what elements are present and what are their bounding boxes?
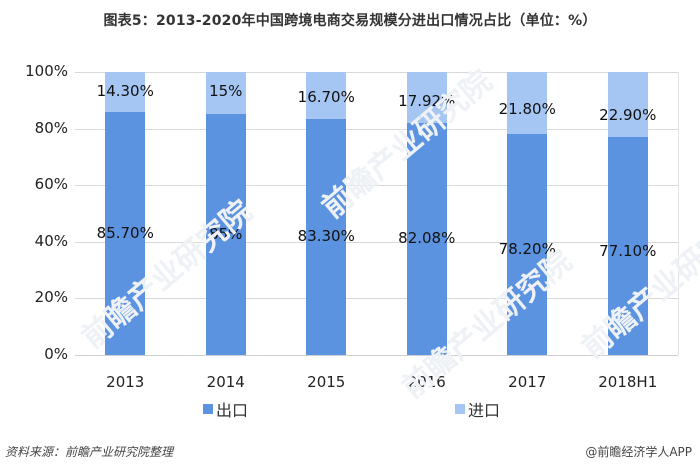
chart-title: 图表5：2013-2020年中国跨境电商交易规模分进出口情况占比（单位：%） <box>103 13 597 29</box>
y-tick-label: 60% <box>34 175 68 194</box>
y-tick-label: 100% <box>25 62 68 80</box>
data-label-export: 82.08% <box>398 228 456 247</box>
bar-segment-export <box>406 122 447 355</box>
y-tick-label: 20% <box>34 288 68 307</box>
bar-2017 <box>507 72 548 355</box>
data-label-export: 77.10% <box>599 241 657 260</box>
data-label-import: 17.92% <box>398 92 456 110</box>
bar-2015 <box>306 72 347 355</box>
bar-2014 <box>205 72 246 355</box>
bar-segment-import <box>205 72 246 115</box>
data-label-export: 85% <box>209 224 243 243</box>
bar-segment-import <box>507 72 548 134</box>
legend-swatch-export <box>203 404 213 414</box>
gridline <box>75 185 678 187</box>
bar-segment-import <box>406 72 447 123</box>
y-tick-label: 0% <box>44 345 68 363</box>
plot-area: 85.70% 14.30% 85% 15% 83.30% 16.70% 82.08% 17.9… <box>75 72 679 356</box>
data-label-import: 16.70% <box>297 88 355 106</box>
data-label-import: 14.30% <box>96 82 154 100</box>
x-tick-label: 2013 <box>106 373 145 391</box>
bar-2016 <box>406 72 447 355</box>
gridline <box>75 298 678 300</box>
legend-swatch-import <box>455 404 465 414</box>
x-tick-label: 2018H1 <box>598 373 658 391</box>
y-tick-label: 80% <box>34 118 68 137</box>
y-tick-label: 40% <box>34 231 68 250</box>
bar-segment-import <box>607 72 648 137</box>
bar-2013 <box>105 72 146 355</box>
gridline <box>75 128 678 130</box>
bar-segment-export <box>105 112 146 355</box>
bar-segment-import <box>306 72 347 120</box>
data-label-export: 78.20% <box>498 240 556 259</box>
gridline <box>75 355 678 356</box>
legend-item-export: 出口 <box>203 397 248 421</box>
bar-segment-import <box>105 72 146 113</box>
data-label-import: 15% <box>209 82 243 100</box>
data-label-import: 22.90% <box>599 106 657 124</box>
bar-segment-export <box>507 133 548 355</box>
data-label-import: 21.80% <box>498 100 556 118</box>
x-tick-label: 2017 <box>508 373 547 391</box>
data-label-export: 85.70% <box>96 223 154 242</box>
legend-label-import: 进口 <box>468 401 501 420</box>
credit-note: @前瞻经济学人APP <box>585 445 692 459</box>
x-tick-label: 2014 <box>206 373 245 391</box>
gridline <box>75 241 678 243</box>
bar-segment-export <box>607 136 648 355</box>
gridline <box>75 72 678 73</box>
bar-segment-export <box>205 114 246 355</box>
legend-label-export: 出口 <box>216 401 249 420</box>
bar-segment-export <box>306 119 347 355</box>
legend-item-import: 进口 <box>455 397 500 421</box>
bar-2018H1 <box>607 72 648 355</box>
x-tick-label: 2015 <box>307 373 346 391</box>
data-label-export: 83.30% <box>297 227 355 246</box>
x-tick-label: 2016 <box>407 373 446 391</box>
source-note: 资料来源：前瞻产业研究院整理 <box>5 445 174 459</box>
